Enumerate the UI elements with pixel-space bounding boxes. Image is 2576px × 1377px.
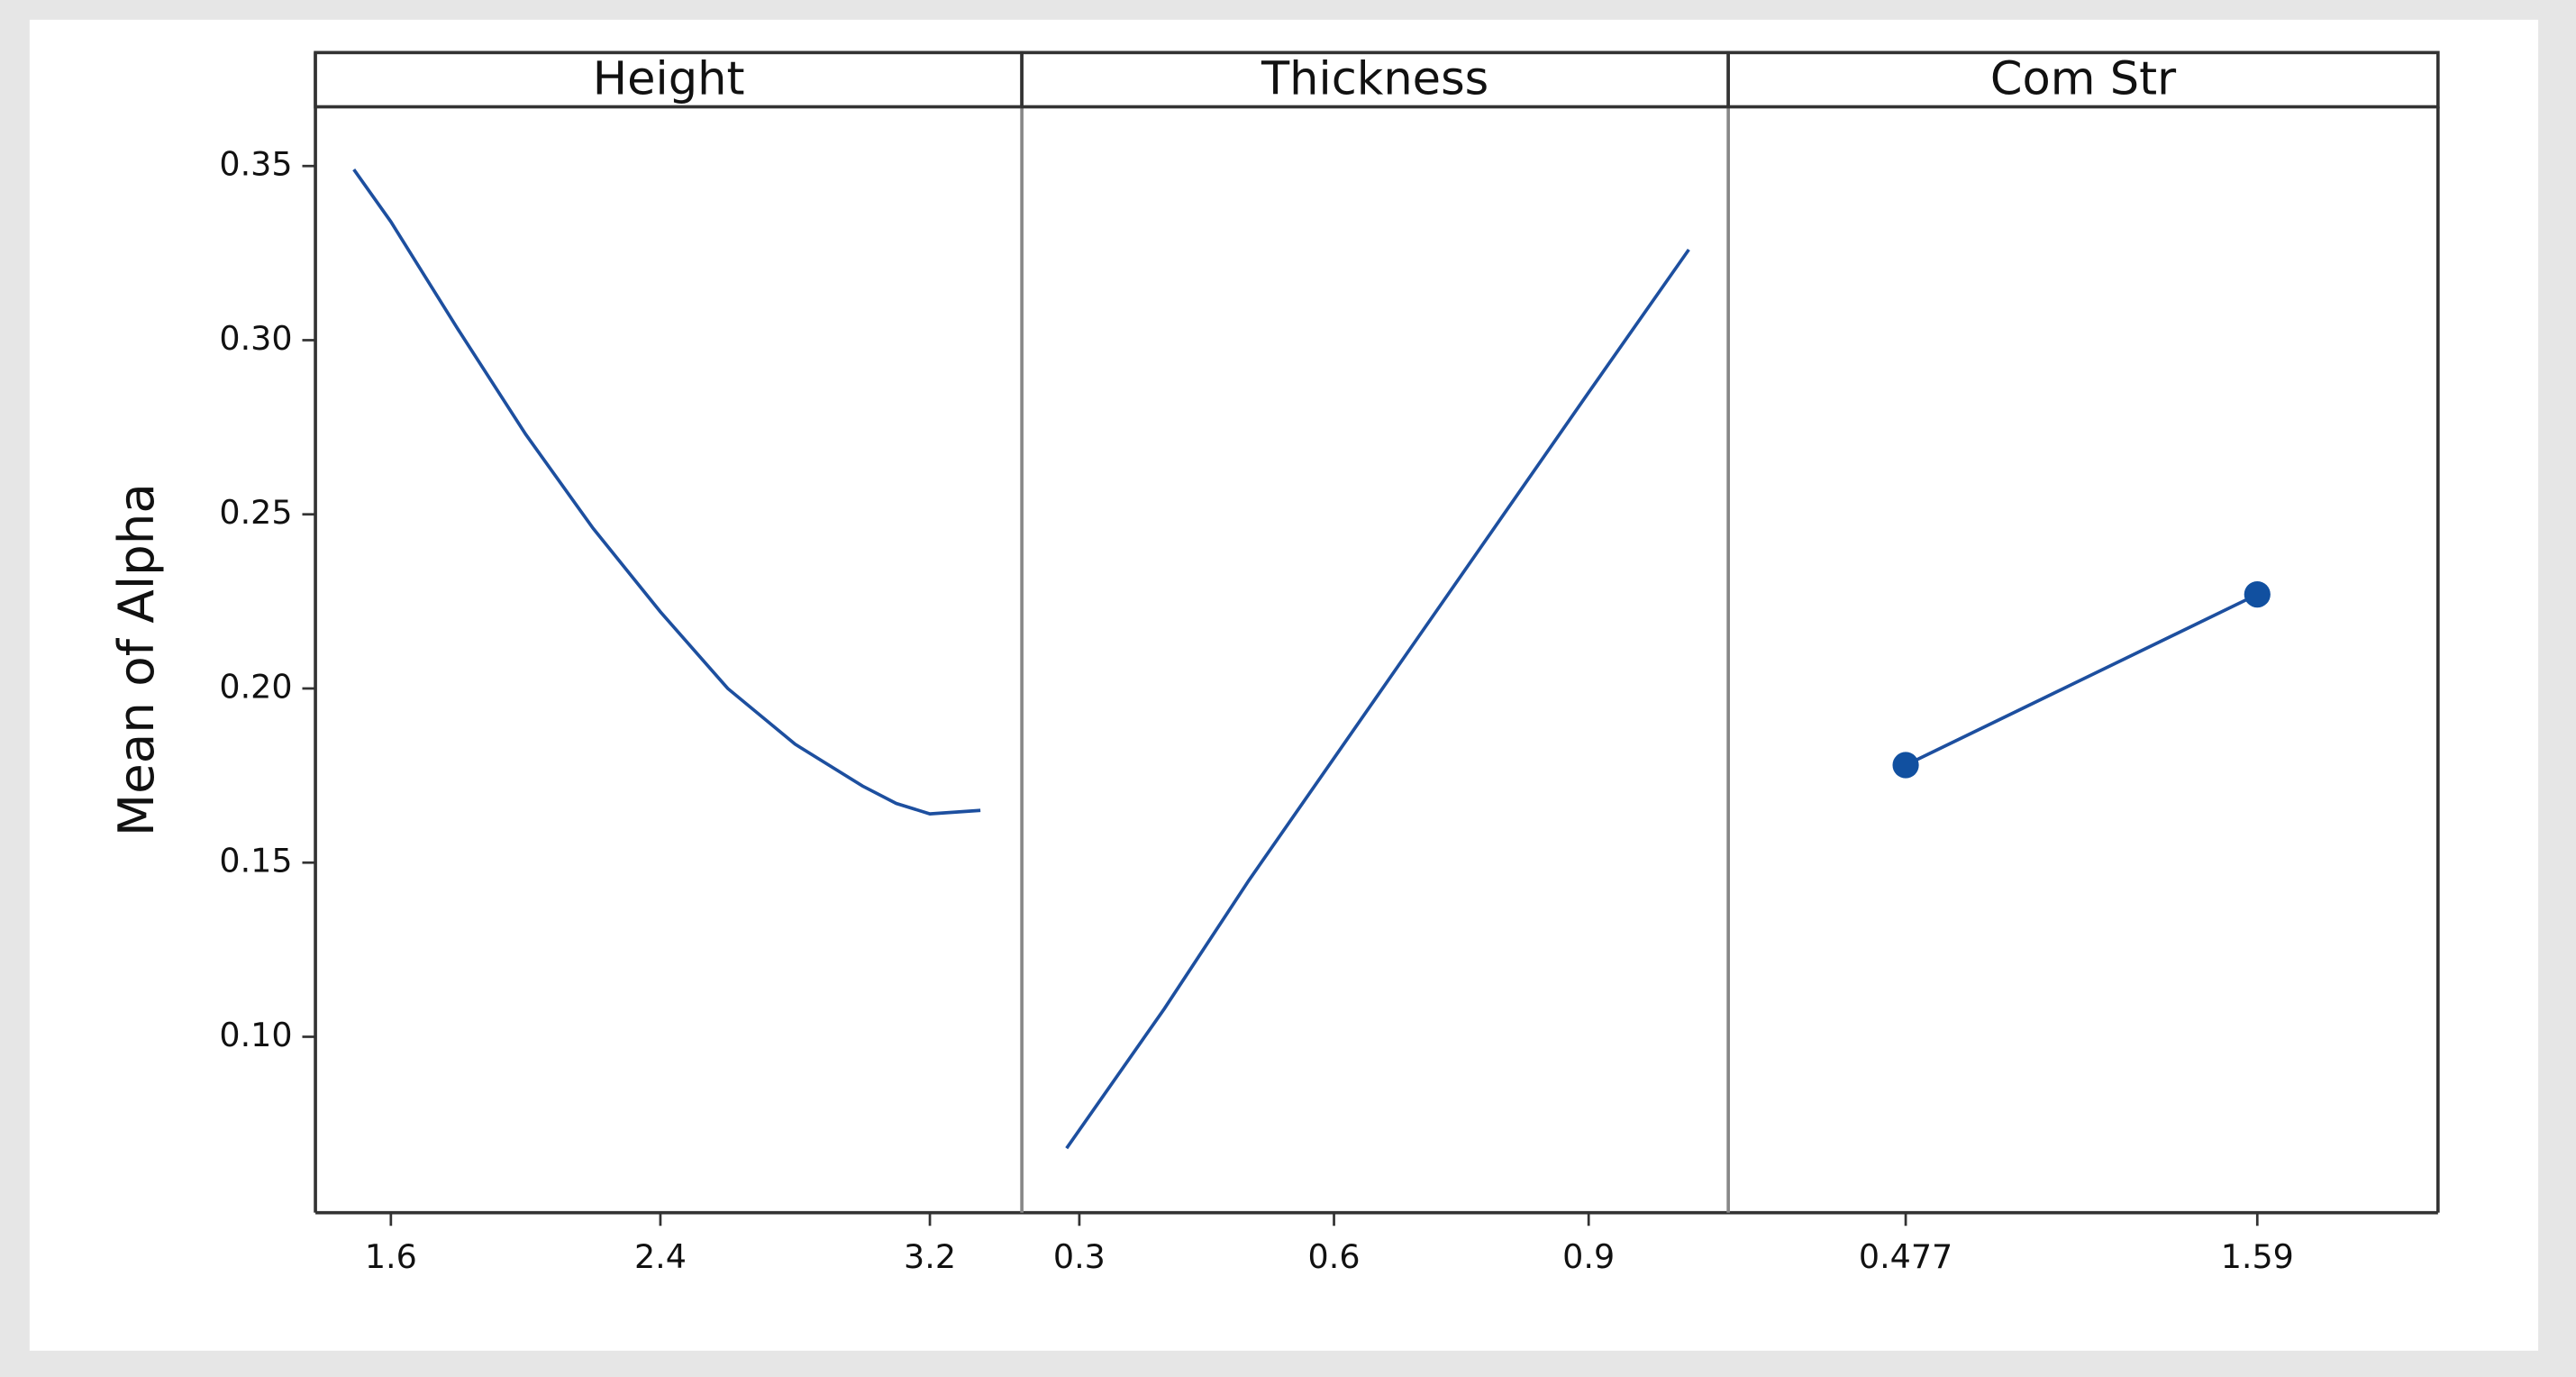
y-axis-label: Mean of Alpha — [107, 483, 165, 836]
x-tick-label: 0.6 — [1308, 1237, 1361, 1276]
strip — [1020, 50, 1730, 109]
x-tick-label: 0.3 — [1053, 1237, 1106, 1276]
data-point — [1892, 752, 1919, 779]
data-point — [2244, 581, 2271, 608]
y-tick-label: 0.15 — [219, 842, 292, 880]
data-line — [1065, 248, 1690, 1150]
chart-area — [29, 19, 2539, 1351]
y-tick-label: 0.20 — [219, 667, 292, 706]
y-tick-label: 0.25 — [219, 493, 292, 532]
panel-title: Height — [593, 52, 745, 105]
x-tick-label: 1.59 — [2221, 1237, 2294, 1276]
y-tick-label: 0.10 — [219, 1016, 292, 1054]
y-tick-label: 0.35 — [219, 145, 292, 184]
x-tick-label: 0.9 — [1562, 1237, 1615, 1276]
data-line — [1905, 592, 2259, 767]
x-tick-label: 0.477 — [1859, 1237, 1952, 1276]
x-tick-label: 2.4 — [634, 1237, 687, 1276]
x-tick-label: 3.2 — [904, 1237, 956, 1276]
strip — [1726, 50, 2440, 109]
panel-title: Thickness — [1261, 52, 1488, 105]
strip — [314, 50, 1024, 109]
x-tick-label: 1.6 — [365, 1237, 417, 1276]
data-line — [352, 169, 981, 816]
panel-title: Com Str — [1990, 52, 2176, 105]
y-tick-label: 0.30 — [219, 319, 292, 358]
